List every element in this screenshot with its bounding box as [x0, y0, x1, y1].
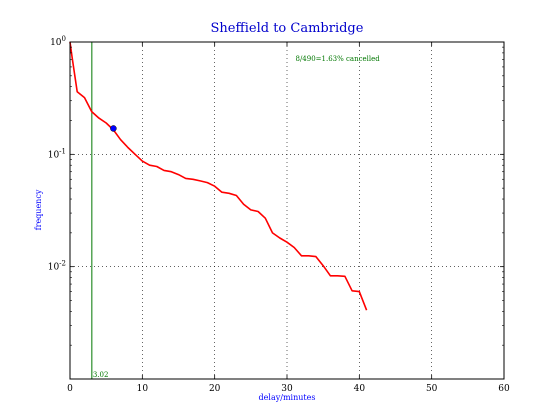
x-tick-label: 40 — [354, 384, 366, 394]
y-tick-label: 10-1 — [48, 147, 66, 160]
y-axis-label: frequency — [34, 189, 43, 230]
marker-point — [110, 125, 117, 132]
grid — [70, 42, 504, 379]
plot-area — [69, 41, 368, 379]
x-tick-label: 50 — [426, 384, 438, 394]
x-tick-label: 60 — [498, 384, 510, 394]
x-axis-label: delay/minutes — [259, 393, 316, 402]
x-tick-label: 20 — [209, 384, 221, 394]
tick-marks — [69, 41, 505, 379]
x-tick-labels: 0 10 20 30 40 50 60 — [67, 384, 510, 394]
cancel-annotation: 8/490=1.63% cancelled — [295, 55, 380, 63]
y-tick-labels: 100 10-1 10-2 — [48, 35, 66, 273]
x-tick-label: 10 — [137, 384, 149, 394]
y-tick-label: 100 — [50, 35, 66, 48]
x-tick-label: 30 — [281, 384, 293, 394]
vline-label: 3.02 — [93, 371, 109, 379]
y-tick-label: 10-2 — [48, 260, 66, 273]
chart-title: Sheffield to Cambridge — [211, 21, 364, 36]
x-tick-label: 0 — [67, 384, 73, 394]
